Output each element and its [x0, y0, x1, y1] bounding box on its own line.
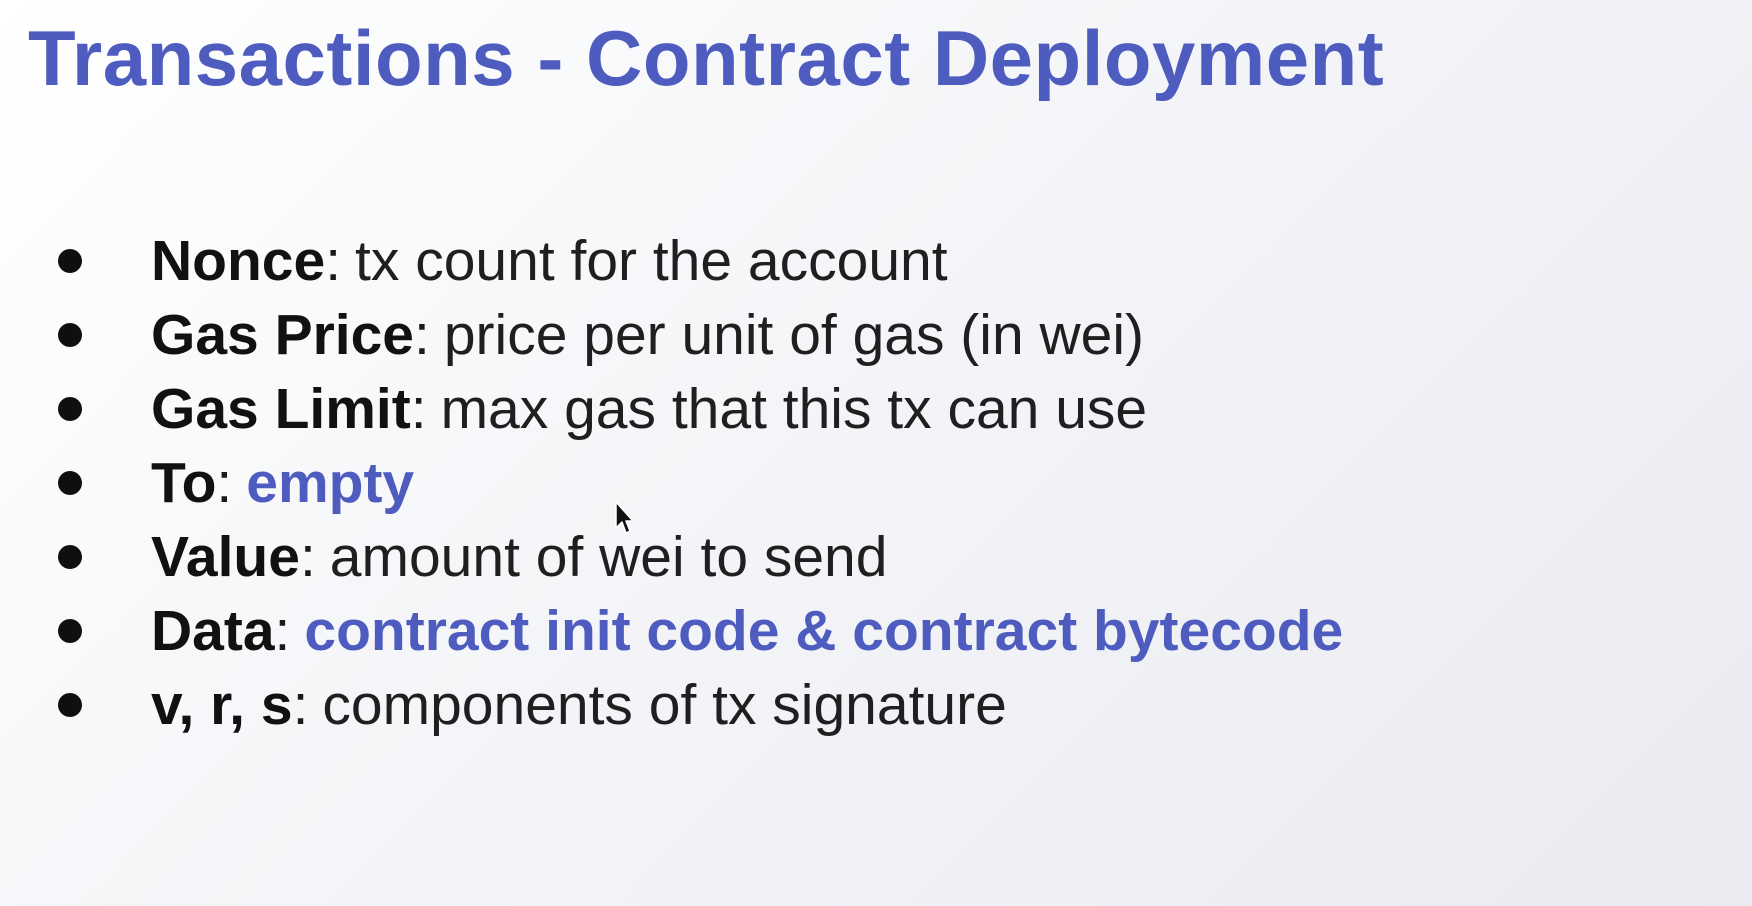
- bullet-separator: :: [325, 224, 341, 298]
- slide-title: Transactions - Contract Deployment: [28, 8, 1384, 108]
- bullet-list: Nonce : tx count for the account Gas Pri…: [44, 224, 1343, 742]
- bullet-item-nonce: Nonce : tx count for the account: [44, 224, 1343, 298]
- bullet-dot-icon: [58, 249, 82, 273]
- bullet-item-gas-price: Gas Price : price per unit of gas (in we…: [44, 298, 1343, 372]
- bullet-description: components of tx signature: [322, 668, 1006, 742]
- bullet-item-value: Value : amount of wei to send: [44, 520, 1343, 594]
- bullet-term: Data: [151, 594, 275, 668]
- bullet-separator: :: [216, 446, 232, 520]
- bullet-description: amount of wei to send: [330, 520, 888, 594]
- bullet-term: Gas Limit: [151, 372, 411, 446]
- bullet-term: Nonce: [151, 224, 325, 298]
- bullet-item-data: Data : contract init code & contract byt…: [44, 594, 1343, 668]
- bullet-description: max gas that this tx can use: [441, 372, 1148, 446]
- bullet-separator: :: [414, 298, 430, 372]
- bullet-dot-icon: [58, 323, 82, 347]
- bullet-description: contract init code & contract bytecode: [304, 594, 1343, 668]
- bullet-term: To: [151, 446, 216, 520]
- bullet-separator: :: [411, 372, 427, 446]
- bullet-description: empty: [246, 446, 414, 520]
- bullet-term: Value: [151, 520, 300, 594]
- bullet-item-to: To : empty: [44, 446, 1343, 520]
- bullet-separator: :: [300, 520, 316, 594]
- bullet-dot-icon: [58, 471, 82, 495]
- bullet-dot-icon: [58, 545, 82, 569]
- bullet-description: price per unit of gas (in wei): [444, 298, 1144, 372]
- bullet-item-gas-limit: Gas Limit : max gas that this tx can use: [44, 372, 1343, 446]
- bullet-description: tx count for the account: [355, 224, 948, 298]
- bullet-separator: :: [293, 668, 309, 742]
- bullet-dot-icon: [58, 693, 82, 717]
- bullet-dot-icon: [58, 619, 82, 643]
- bullet-dot-icon: [58, 397, 82, 421]
- bullet-term: Gas Price: [151, 298, 414, 372]
- bullet-term: v, r, s: [151, 668, 293, 742]
- bullet-separator: :: [275, 594, 291, 668]
- bullet-item-signature: v, r, s : components of tx signature: [44, 668, 1343, 742]
